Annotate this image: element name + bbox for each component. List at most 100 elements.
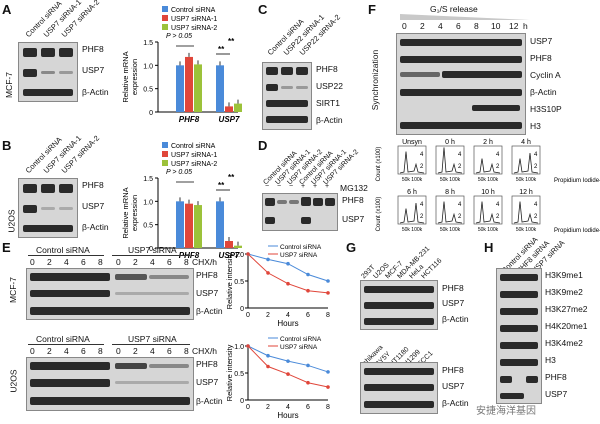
- panel-f-row-5: H3: [530, 121, 541, 131]
- legend-label-1: USP7 siRNA: [280, 252, 318, 259]
- hist-peak-2-6: 2: [496, 214, 500, 220]
- hist-title-6: 10 h: [481, 189, 495, 196]
- hist-frame-1: [435, 145, 465, 175]
- y-tick-label: 1.0: [143, 199, 153, 206]
- panel-d-mg-5: +: [325, 183, 330, 190]
- bar-phf8-2: [194, 64, 202, 112]
- y-tick-label: 0.5: [234, 279, 244, 286]
- panel-d-row-1: USP7: [342, 214, 365, 224]
- panel-a-chart: 0 0.5 1.0 1.5 Relative mRNAexpression PHF8 USP…: [118, 2, 253, 124]
- panel-d-row-0: PHF8: [342, 195, 364, 205]
- x-tick-label: 6: [306, 312, 310, 319]
- series-point-0: [286, 261, 290, 266]
- panel-c-blot: [262, 62, 312, 130]
- panel-a-chart-svg: 0 0.5 1.0 1.5 Relative mRNAexpression PHF8 USP…: [121, 6, 242, 124]
- panel-c-row-0: PHF8: [316, 64, 338, 74]
- panel-g-row1-1: USP7: [442, 298, 465, 308]
- panel-f-row-2: Cyclin A: [530, 70, 561, 80]
- panel-e-row-1b: USP7: [196, 377, 219, 387]
- legend-label-0: Control siRNA: [171, 7, 216, 14]
- series-point-1: [286, 372, 290, 376]
- panel-d-mg-0: −: [265, 183, 270, 190]
- panel-d-mg-1: −: [277, 183, 282, 190]
- hist-curve-0: [399, 151, 425, 174]
- panel-h-row-5: H3: [545, 355, 556, 365]
- panel-e-chx-1: CHX/h: [192, 257, 218, 267]
- panel-e-hdr-ctrl-2: Control siRNA: [36, 334, 90, 344]
- y-axis-label: Relative intensity: [225, 344, 234, 401]
- panel-d-mg132-label: MG132: [340, 183, 368, 193]
- hist-frame-7: [511, 195, 541, 225]
- hist-axis-4: 50k 100k: [402, 227, 423, 233]
- x-category-label: USP7: [219, 115, 240, 122]
- legend-label-1: USP7 siRNA-1: [171, 16, 217, 23]
- panel-g-label: G: [346, 240, 357, 255]
- watermark: 安捷海洋基因: [476, 406, 536, 417]
- panel-f-row-1: PHF8: [530, 53, 552, 63]
- hist-peak-2-0: 2: [420, 164, 424, 170]
- panel-a-row-usp7: USP7: [82, 65, 105, 75]
- bar-usp7-0: [216, 201, 224, 248]
- panel-c-row-3: β-Actin: [316, 115, 343, 125]
- panel-c-row-2: SIRT1: [316, 98, 340, 108]
- legend-swatch-1: [162, 151, 168, 157]
- hist-axis-5: 50k 100k: [440, 227, 461, 233]
- panel-d-mg-2: −: [289, 183, 294, 190]
- hist-peak-2-4: 2: [420, 214, 424, 220]
- hist-axis-7: 50k 100k: [516, 227, 537, 233]
- sig-label-2: **: [228, 173, 235, 182]
- y-tick-label: 0: [240, 398, 244, 405]
- x-tick-label: 0: [246, 312, 250, 319]
- panel-b-label: B: [2, 138, 12, 153]
- panel-d-label: D: [258, 138, 268, 153]
- hist-peak-4-6: 4: [496, 202, 500, 208]
- panel-e-times-2: 0 2 4 6 8 0 2 4 6 8: [30, 346, 189, 356]
- series-point-1: [306, 288, 310, 293]
- hist-y-label-bottom: Count (x100): [376, 197, 382, 232]
- hist-curve-3: [513, 152, 539, 174]
- hist-peak-4-0: 4: [420, 152, 424, 158]
- x-category-label: USP7: [219, 251, 240, 258]
- bar-phf8-0: [176, 65, 184, 112]
- hist-peak-2-2: 2: [496, 164, 500, 170]
- bar-phf8-0: [176, 201, 184, 248]
- panel-e-blot-u2os: [26, 357, 194, 411]
- y-tick-label: 1.0: [143, 63, 153, 70]
- panel-c-label: C: [258, 2, 268, 17]
- panel-e-chart-2: 0 0.5 1.0 0 2 4 6 8 Relative intensity Hours Contr…: [224, 332, 336, 420]
- hist-frame-0: [397, 145, 427, 175]
- y-tick-label: 1.0: [234, 252, 244, 259]
- sig-label-2: **: [228, 37, 235, 46]
- series-point-0: [306, 272, 310, 277]
- hist-axis-6: 50k 100k: [478, 227, 499, 233]
- legend-label-1: USP7 siRNA: [280, 344, 318, 351]
- x-axis-label: Hours: [277, 411, 298, 419]
- bar-usp7-2: [234, 245, 242, 248]
- hist-peak-4-7: 4: [534, 202, 538, 208]
- x-tick-label: 8: [326, 404, 330, 411]
- hist-title-0: Unsyn: [402, 139, 422, 146]
- hist-curve-4: [399, 202, 425, 224]
- y-axis-label: Relative mRNAexpression: [121, 51, 139, 102]
- panel-e-times-1: 0 2 4 6 8 0 2 4 6 8: [30, 257, 189, 267]
- y-tick-label: 1.5: [143, 40, 153, 47]
- p-value-label: P > 0.05: [166, 33, 192, 40]
- hist-peak-4-5: 4: [458, 202, 462, 208]
- hist-curve-7: [513, 201, 539, 224]
- legend-swatch-0: [162, 6, 168, 12]
- hist-peak-4-2: 4: [496, 152, 500, 158]
- x-axis-label: Hours: [277, 319, 298, 328]
- panel-f-release: G₁/S release: [430, 4, 478, 14]
- legend-label-0: Control siRNA: [280, 336, 322, 343]
- series-point-0: [306, 363, 310, 368]
- panel-e-label: E: [2, 240, 11, 255]
- legend-swatch-2: [162, 24, 168, 30]
- legend-label-1: USP7 siRNA-1: [171, 152, 217, 159]
- panel-e-hdr-usp-2: USP7 siRNA: [128, 334, 177, 344]
- hist-x-label-top: Propidium Iodide-A: [554, 178, 600, 184]
- hist-peak-2-3: 2: [534, 164, 538, 170]
- panel-b-blot: [18, 178, 78, 238]
- panel-h-label: H: [484, 240, 494, 255]
- panel-a-row-actin: β-Actin: [82, 87, 109, 97]
- hist-peak-2-5: 2: [458, 214, 462, 220]
